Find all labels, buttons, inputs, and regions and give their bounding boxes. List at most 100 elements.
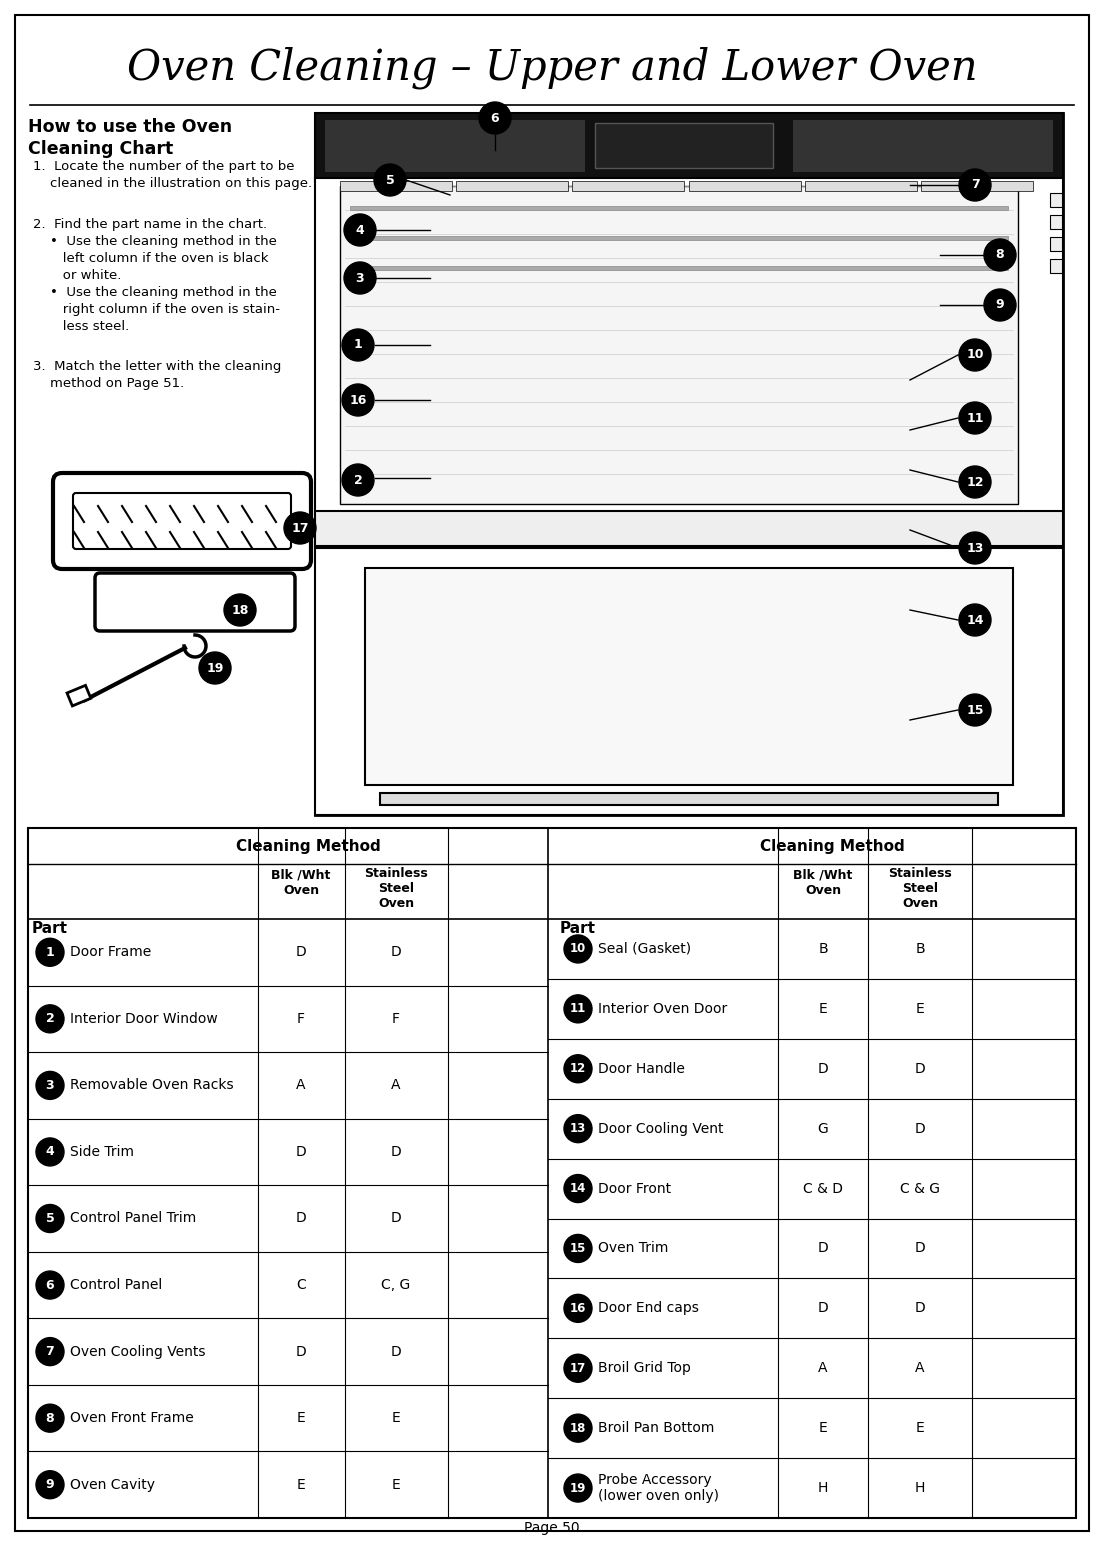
Bar: [456, 181, 567, 192]
Bar: [689, 181, 802, 192]
Text: 12: 12: [570, 1062, 586, 1076]
Text: E: E: [297, 1478, 306, 1492]
Bar: [340, 186, 1018, 504]
Circle shape: [564, 1234, 592, 1263]
Circle shape: [959, 694, 991, 727]
Text: How to use the Oven
Cleaning Chart: How to use the Oven Cleaning Chart: [28, 117, 232, 158]
Text: A: A: [818, 1360, 828, 1376]
Text: D: D: [296, 1212, 307, 1226]
Bar: [1050, 260, 1062, 274]
Text: Broil Pan Bottom: Broil Pan Bottom: [598, 1421, 714, 1435]
Text: 8: 8: [996, 249, 1005, 261]
Bar: [350, 206, 1008, 210]
Bar: [315, 178, 1063, 546]
Circle shape: [344, 261, 376, 294]
Text: D: D: [914, 1122, 925, 1136]
Circle shape: [199, 652, 231, 683]
Text: Seal (Gasket): Seal (Gasket): [598, 942, 691, 955]
Text: 18: 18: [570, 1422, 586, 1435]
Bar: [325, 121, 585, 172]
Bar: [805, 181, 917, 192]
Circle shape: [564, 1473, 592, 1503]
Text: 16: 16: [570, 1302, 586, 1314]
Text: E: E: [819, 1002, 827, 1016]
Bar: [365, 567, 1013, 785]
Bar: [350, 237, 1008, 240]
Text: Page 50: Page 50: [524, 1521, 580, 1535]
Circle shape: [564, 935, 592, 963]
Text: 5: 5: [385, 173, 394, 187]
Text: 10: 10: [966, 348, 984, 362]
Bar: [793, 121, 1053, 172]
Text: D: D: [818, 1241, 828, 1255]
Text: Door Cooling Vent: Door Cooling Vent: [598, 1122, 723, 1136]
Text: E: E: [915, 1421, 924, 1435]
Bar: [1050, 193, 1062, 207]
Circle shape: [959, 532, 991, 564]
Text: B: B: [818, 942, 828, 955]
Text: Side Trim: Side Trim: [70, 1146, 134, 1160]
Text: 6: 6: [490, 111, 499, 125]
Text: E: E: [915, 1002, 924, 1016]
Text: D: D: [391, 1146, 402, 1160]
Text: Door Front: Door Front: [598, 1181, 671, 1195]
Bar: [28, 829, 1076, 1518]
Circle shape: [36, 938, 64, 966]
Text: Part: Part: [32, 921, 68, 935]
Bar: [1050, 215, 1062, 229]
Text: C: C: [296, 1279, 306, 1292]
Text: D: D: [391, 945, 402, 959]
Text: A: A: [391, 1079, 401, 1093]
Text: Door End caps: Door End caps: [598, 1302, 699, 1316]
Text: Interior Door Window: Interior Door Window: [70, 1011, 217, 1027]
Circle shape: [36, 1337, 64, 1365]
Text: A: A: [915, 1360, 925, 1376]
Bar: [340, 181, 452, 192]
Text: Cleaning Method: Cleaning Method: [235, 838, 381, 853]
Text: D: D: [914, 1302, 925, 1316]
Text: 14: 14: [966, 614, 984, 626]
Text: C & G: C & G: [900, 1181, 940, 1195]
Circle shape: [959, 169, 991, 201]
Text: D: D: [914, 1062, 925, 1076]
Circle shape: [984, 240, 1016, 271]
Text: Door Handle: Door Handle: [598, 1062, 684, 1076]
Text: E: E: [819, 1421, 827, 1435]
Circle shape: [36, 1138, 64, 1166]
Text: 4: 4: [355, 224, 364, 237]
Text: 2.  Find the part name in the chart.
    •  Use the cleaning method in the
     : 2. Find the part name in the chart. • Us…: [33, 218, 280, 332]
Text: 11: 11: [966, 411, 984, 425]
Circle shape: [564, 1054, 592, 1082]
Text: 5: 5: [45, 1212, 54, 1224]
Text: Door Frame: Door Frame: [70, 945, 151, 959]
Text: 18: 18: [232, 603, 248, 617]
Text: D: D: [296, 1345, 307, 1359]
Text: Oven Cavity: Oven Cavity: [70, 1478, 155, 1492]
Circle shape: [374, 164, 406, 196]
Text: E: E: [392, 1478, 401, 1492]
Circle shape: [284, 512, 316, 544]
Text: C & D: C & D: [803, 1181, 843, 1195]
Circle shape: [36, 1470, 64, 1498]
Text: 13: 13: [966, 541, 984, 555]
Text: 2: 2: [45, 1013, 54, 1025]
Text: Oven Front Frame: Oven Front Frame: [70, 1411, 193, 1425]
Bar: [315, 512, 1063, 546]
Text: C, G: C, G: [381, 1279, 411, 1292]
Text: 7: 7: [45, 1345, 54, 1357]
Circle shape: [36, 1204, 64, 1232]
Text: 17: 17: [570, 1362, 586, 1374]
Bar: [315, 547, 1063, 815]
Text: 4: 4: [45, 1146, 54, 1158]
Text: Oven Cleaning – Upper and Lower Oven: Oven Cleaning – Upper and Lower Oven: [127, 46, 977, 90]
Circle shape: [959, 402, 991, 434]
Text: H: H: [915, 1481, 925, 1495]
Bar: [315, 113, 1063, 181]
Text: 15: 15: [966, 703, 984, 716]
FancyBboxPatch shape: [53, 473, 311, 569]
Text: 15: 15: [570, 1241, 586, 1255]
Text: 16: 16: [349, 394, 367, 407]
Text: A: A: [296, 1079, 306, 1093]
Circle shape: [564, 1115, 592, 1142]
Text: Oven Cooling Vents: Oven Cooling Vents: [70, 1345, 205, 1359]
